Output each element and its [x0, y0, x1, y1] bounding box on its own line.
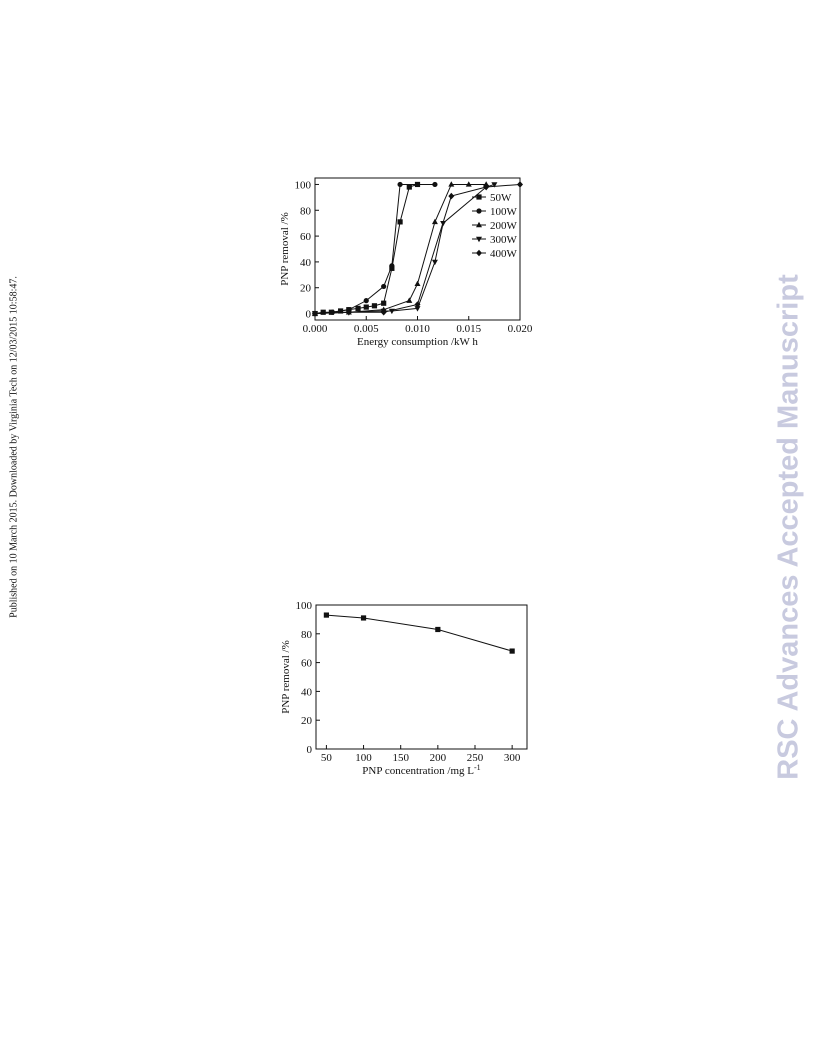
marker [380, 308, 387, 316]
y-tick-label: 80 [301, 629, 313, 641]
y-tick-label: 20 [301, 715, 313, 727]
marker [389, 263, 395, 269]
marker [406, 184, 412, 190]
legend-label: 200W [490, 220, 518, 232]
legend-label: 300W [490, 234, 518, 246]
legend-label: 50W [490, 192, 512, 204]
marker [312, 310, 318, 317]
y-axis-label: PNP removal /% [279, 212, 291, 286]
marker [323, 612, 330, 618]
y-tick-label: 0 [306, 309, 312, 321]
marker [397, 219, 403, 225]
marker [476, 208, 482, 214]
y-tick-label: 0 [307, 744, 313, 756]
marker [371, 303, 378, 309]
y-tick-label: 60 [300, 231, 312, 243]
series-line [314, 183, 487, 315]
x-axis-label: PNP concentration /mg L-1 [362, 763, 480, 777]
marker [381, 283, 387, 290]
x-axis-label-sup: -1 [474, 763, 481, 772]
marker [414, 301, 421, 308]
marker [476, 249, 482, 257]
marker [509, 648, 515, 654]
y-tick-label: 40 [301, 686, 313, 698]
y-tick-label: 100 [295, 179, 312, 191]
x-tick-label: 0.015 [456, 323, 481, 335]
y-tick-label: 20 [300, 283, 312, 295]
x-axis-label: Energy consumption /kW h [357, 336, 478, 348]
marker [476, 236, 482, 243]
y-tick-label: 80 [300, 205, 312, 217]
marker [363, 298, 369, 304]
marker [432, 181, 438, 188]
marker [476, 221, 482, 228]
series-line [314, 183, 418, 315]
marker [360, 615, 367, 621]
plot-frame [315, 604, 528, 750]
chart: 0.000 0.005 0.010 0.015 0.020 0 20 40 60 80 100 Ene… [279, 177, 533, 348]
marker [414, 280, 421, 287]
y-axis-label: PNP removal /% [280, 640, 292, 714]
marker [448, 192, 455, 200]
marker [431, 218, 438, 225]
marker [414, 306, 421, 312]
marker [355, 305, 361, 311]
marker [329, 309, 336, 315]
marker [363, 304, 369, 310]
x-tick-label: 250 [467, 752, 484, 764]
watermark: RSC Advances Accepted Manuscript [772, 274, 805, 780]
marker [448, 181, 455, 187]
x-tick-label: 0.010 [405, 323, 430, 335]
x-tick-label: 100 [355, 752, 372, 764]
marker [406, 297, 413, 303]
marker [381, 300, 387, 306]
y-tick-label: 40 [300, 257, 312, 269]
x-tick-label: 300 [504, 752, 521, 764]
y-tick-label: 60 [301, 658, 313, 670]
x-tick-label: 0.005 [354, 323, 379, 335]
x-tick-label: 200 [430, 752, 447, 764]
side-note: Published on 10 March 2015. Downloaded b… [8, 276, 20, 618]
series-line [326, 614, 513, 652]
marker [476, 194, 482, 200]
y-tick-label: 100 [296, 600, 313, 612]
legend-label: 400W [490, 248, 518, 260]
marker [491, 182, 498, 188]
x-tick-label: 150 [392, 752, 409, 764]
marker [397, 181, 403, 188]
marker [465, 181, 472, 187]
series-line [314, 183, 435, 315]
marker [483, 183, 490, 191]
x-tick-label: 50 [321, 752, 333, 764]
marker [435, 626, 441, 633]
marker [320, 309, 326, 315]
legend-label: 100W [490, 206, 518, 218]
marker [345, 308, 352, 316]
marker [517, 181, 523, 188]
x-tick-label: 0.000 [303, 323, 328, 335]
x-tick-label: 0.020 [508, 323, 533, 335]
marker [431, 259, 438, 266]
